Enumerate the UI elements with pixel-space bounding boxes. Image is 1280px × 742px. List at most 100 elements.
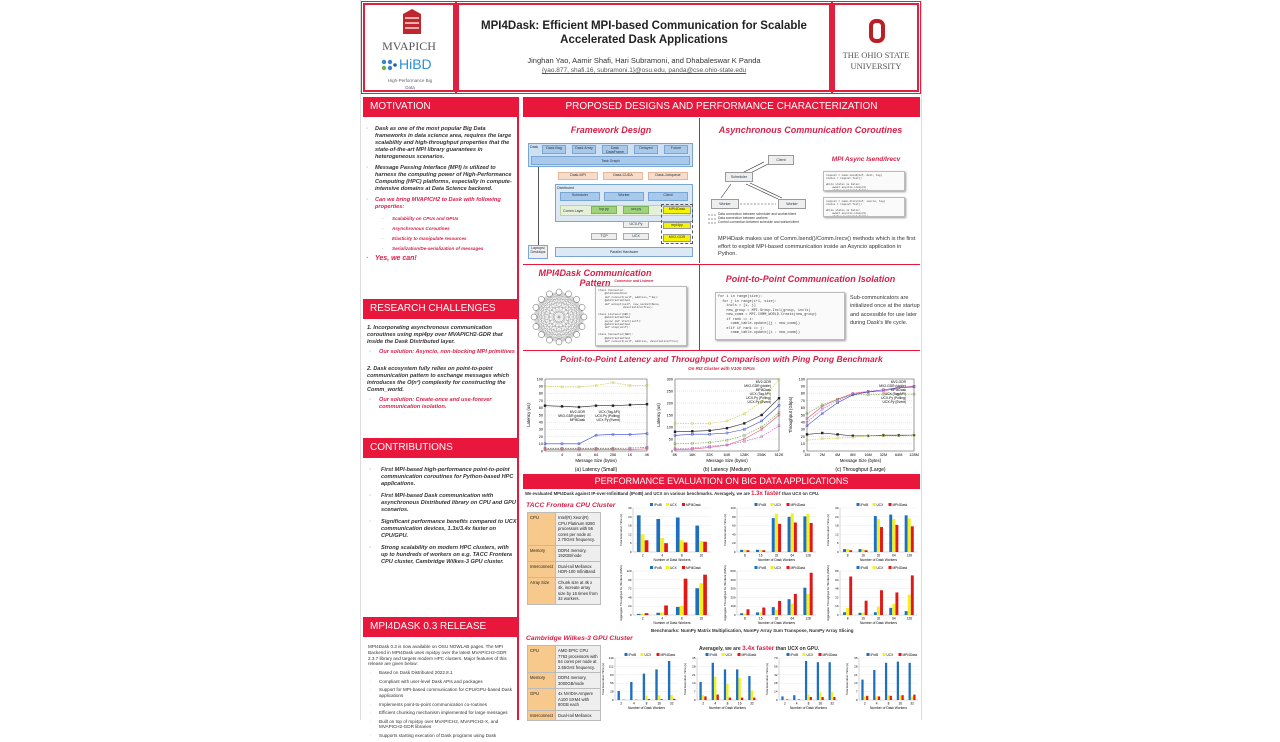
x-tick-label: 16	[699, 617, 703, 621]
release-feature: Implements point-to-point communication …	[368, 702, 516, 708]
y-axis-label: Total Execution Time (s)	[723, 514, 727, 546]
legend-label: MPI4Dask	[903, 653, 918, 657]
x-tick-label: 16	[657, 702, 661, 706]
y-tick-label: 0	[776, 698, 778, 702]
legend-label: IPoIB	[791, 653, 799, 657]
bar-ucx	[908, 518, 911, 552]
spec-value: Chunk size at 4k x 4k, increate array si…	[556, 577, 601, 604]
y-axis-label: Total Execution Time (s)	[619, 514, 623, 546]
legend-swatch	[899, 653, 902, 656]
benchmarks-caption: Benchmarks: NumPy Matrix Multiplication,…	[651, 628, 853, 633]
bar-ucx	[702, 695, 704, 700]
data-point	[691, 430, 693, 432]
bar-mpi4dask	[746, 550, 749, 552]
legend-swatch	[650, 503, 653, 506]
divider	[699, 265, 700, 350]
bar-mpi4dask	[664, 605, 668, 615]
x-tick-label: 2	[642, 617, 644, 621]
legend-label: UCX	[670, 503, 678, 507]
hibd-logo-text: HiBD	[399, 56, 432, 72]
y-axis-label: Total Execution Time (s)	[601, 663, 605, 695]
bar-mpi4dask	[913, 695, 915, 700]
x-tick-label: 128	[805, 554, 811, 558]
y-tick-label: 50	[539, 413, 543, 417]
y-tick-label: 300	[667, 377, 673, 381]
challenges-header: RESEARCH CHALLENGES	[363, 299, 519, 319]
x-tick-label: 8	[888, 702, 890, 706]
mesh-node	[556, 289, 562, 295]
y-tick-label: 100	[730, 604, 735, 608]
bar-ipoib	[676, 607, 680, 615]
bar-mpi4dask	[645, 613, 649, 615]
solution-2: Our solution: Create-once and use-foreve…	[367, 397, 517, 411]
bar-mpi4dask	[878, 696, 880, 700]
bar-mpi4dask	[778, 524, 781, 552]
y-tick-label: 100	[537, 377, 543, 381]
legend-label: MPI4Dask	[893, 566, 908, 570]
isend-code: request = comm.isend(buf, dest, tag) sta…	[823, 171, 905, 191]
bar-ucx	[775, 514, 778, 552]
y-tick-label: 35	[854, 656, 858, 660]
x-axis-label: Message Size (bytes)	[840, 458, 882, 463]
spec-label: Memory	[528, 673, 556, 689]
x-tick-label: 2	[864, 702, 866, 706]
x-tick-label: 16K	[689, 453, 696, 457]
data-point	[821, 432, 823, 434]
diagram-box: Dask Bag	[542, 145, 566, 154]
x-axis-label: Number of Dask Workers	[860, 621, 897, 625]
release-feature: Based on Dask Distributed 2022.8.1	[368, 670, 516, 676]
author-emails[interactable]: {yao.877, shafi.16, subramoni.1}@osu.edu…	[459, 67, 829, 74]
async-title: Asynchronous Communication Coroutines	[701, 125, 920, 135]
pattern-code: class Connector: @staticmethod def conne…	[595, 286, 687, 346]
x-tick-label: 256	[610, 453, 616, 457]
bar-ucx	[726, 684, 728, 700]
bar-ucx	[641, 614, 645, 615]
bar-ucx	[791, 513, 794, 552]
bar-ipoib	[805, 661, 807, 700]
challenge-1: 1. Incorporating asynchronous communicat…	[367, 325, 517, 346]
bar-mpi4dask	[778, 601, 781, 615]
data-point	[612, 405, 614, 407]
y-tick-label: 80	[835, 569, 839, 573]
x-tick-label: 32	[775, 554, 779, 558]
bar-ipoib	[712, 663, 714, 700]
y-tick-label: 14	[854, 681, 858, 685]
spec-value: DDR4 memory, 192GB/node	[556, 545, 601, 561]
bar-ipoib	[643, 674, 645, 700]
cpu-speedup: 1.3x faster	[751, 491, 781, 497]
legend-label: UCX	[807, 653, 815, 657]
legend-label: IPoIB	[759, 566, 767, 570]
diagram-box: Future	[664, 145, 688, 154]
y-tick-label: 60	[732, 524, 736, 528]
diagram-box: mpi4py	[663, 222, 691, 229]
x-axis-label: Number of Dask Workers	[628, 706, 665, 710]
release-feature: Supports starting execution of Dask prog…	[368, 733, 516, 739]
pattern-subtitle: Connector and Listener	[599, 279, 669, 283]
y-tick-label: 0	[694, 698, 696, 702]
x-tick-label: 64	[791, 617, 795, 621]
y-tick-label: 400	[730, 578, 735, 582]
bar-ucx	[819, 692, 821, 700]
bar-ipoib	[874, 516, 877, 552]
bar-mpi4dask	[901, 695, 903, 700]
bar-ipoib	[736, 669, 738, 700]
bar-ucx	[791, 604, 794, 615]
y-tick-label: 20	[732, 541, 736, 545]
connector-line	[538, 167, 539, 245]
y-tick-label: 24	[628, 604, 632, 608]
bar-ucx	[807, 514, 810, 552]
y-tick-label: 0	[837, 550, 839, 554]
diagram-box: UCX-Py	[623, 221, 649, 228]
y-tick-label: 32	[835, 595, 839, 599]
async-description: MPI4Dask makes use of Comm.Isend()/Comm.…	[718, 236, 918, 259]
bar-ucx	[887, 695, 889, 700]
legend-label: MPI4Dask	[686, 503, 701, 507]
task-graph-box: Task Graph	[531, 156, 690, 165]
data-point	[646, 403, 648, 405]
legend-label: IPoIB	[654, 566, 662, 570]
bar-ucx	[899, 695, 901, 700]
